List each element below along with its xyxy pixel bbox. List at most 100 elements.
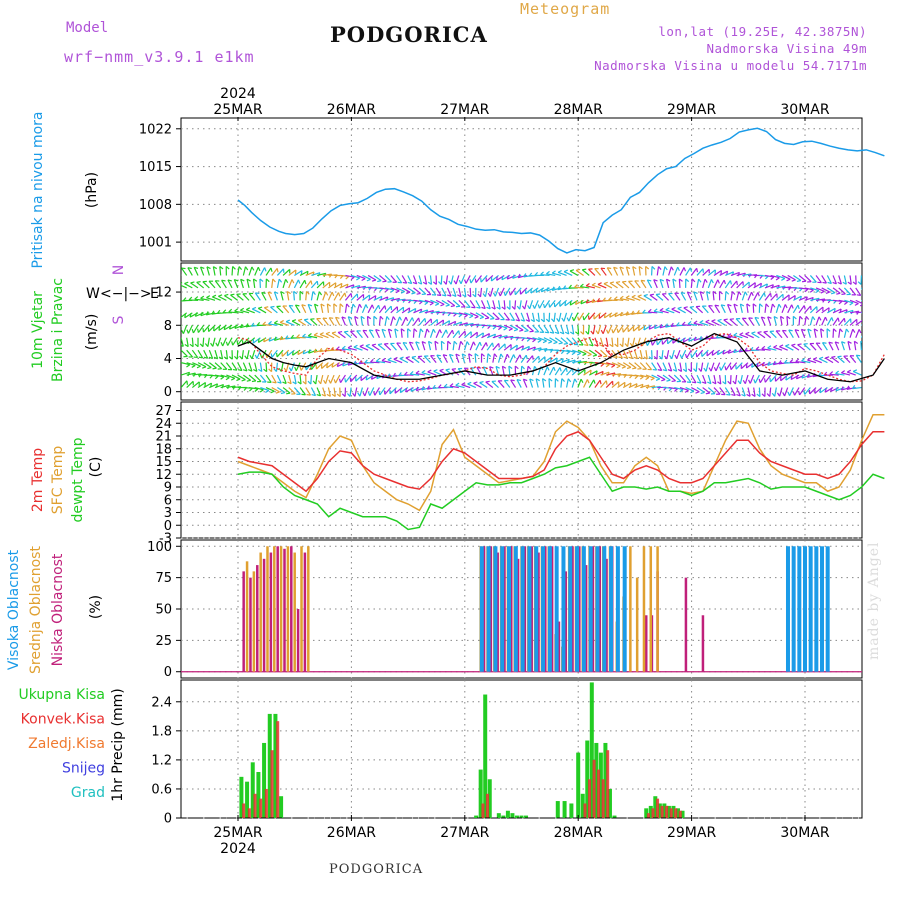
wind-barb <box>594 268 602 276</box>
wind-barb-feather <box>451 330 455 335</box>
wind-barb <box>795 360 805 364</box>
wind-barb-feather <box>566 317 570 322</box>
wind-barb <box>733 334 743 339</box>
wind-barb-feather <box>350 276 355 281</box>
wind-barb-feather <box>358 303 363 308</box>
wind-barb <box>786 316 789 326</box>
wind-barb <box>228 311 238 314</box>
wind-barb-feather <box>378 343 383 346</box>
cloud_high-bar <box>808 546 813 672</box>
wind-barb <box>412 328 415 338</box>
wind-barb-feather <box>344 292 347 297</box>
wind-barb <box>360 374 369 382</box>
cloud-low-ylabel: Niska Oblacnost <box>50 553 66 666</box>
wind-barb <box>424 310 434 314</box>
wind-barb-feather <box>270 267 273 272</box>
wind-barb <box>690 267 698 276</box>
wind-barb-feather <box>449 353 454 357</box>
wind-barb-feather <box>416 292 421 295</box>
wind-barb-feather <box>713 366 717 372</box>
wind-barb-feather <box>240 278 245 282</box>
wind-barb <box>554 325 560 334</box>
wind-barb-feather <box>321 393 326 397</box>
wind-barb-feather <box>596 297 601 302</box>
wind-barb <box>767 316 772 326</box>
wind-barb-feather <box>350 293 353 298</box>
wind-barb-feather <box>316 281 319 286</box>
wind-barb <box>274 337 284 341</box>
wind-barb-feather <box>467 293 472 298</box>
wind-barb <box>383 343 392 351</box>
wind-barb <box>632 266 636 276</box>
wind-barb <box>674 292 681 301</box>
wind-barb <box>186 380 194 388</box>
wind-barb <box>730 271 740 277</box>
wind-barb <box>659 324 669 329</box>
wind-barb-feather <box>619 343 624 348</box>
wind-barb <box>336 348 346 351</box>
wind-barb <box>354 387 358 397</box>
wind-barb <box>265 386 275 392</box>
wind-barb <box>606 372 616 376</box>
wind-barb-feather <box>406 291 411 295</box>
wind-barb <box>673 362 678 372</box>
wind-barb <box>402 342 409 351</box>
wind-barb-feather <box>492 326 497 330</box>
precip_conv-bar <box>660 805 664 818</box>
wind-barb-feather <box>441 294 447 297</box>
wind-barb-feather <box>559 367 562 372</box>
wind-barb-feather <box>546 287 549 292</box>
wind-barb <box>779 346 788 351</box>
wind-barb <box>248 292 256 301</box>
wind-barb <box>526 346 536 351</box>
wind-barb <box>262 324 272 326</box>
wind-barb-feather <box>510 379 515 382</box>
wind-barb-feather <box>791 279 796 282</box>
wind-barb <box>515 324 524 331</box>
wind-barb-feather <box>206 295 211 299</box>
wind-barb-feather <box>733 303 738 307</box>
wind-barb-feather <box>822 281 827 284</box>
wind-barb <box>417 356 426 364</box>
wind-barb-feather <box>508 328 513 332</box>
wind-barb <box>379 287 389 290</box>
wind-barb <box>843 287 851 295</box>
wind-barb <box>186 372 196 376</box>
cloud_low-bar <box>523 546 527 672</box>
wind-barb <box>640 384 650 389</box>
wind-barb <box>757 332 766 339</box>
wind-barb-feather <box>747 379 751 384</box>
wind-barb <box>234 310 244 314</box>
wind-barb-feather <box>754 316 760 319</box>
precip_conv-bar <box>592 759 596 818</box>
wind-barb-feather <box>542 303 546 309</box>
wind-barb <box>367 295 377 301</box>
wind-barb <box>849 318 858 326</box>
wind-barb-feather <box>724 366 727 371</box>
wind-barb <box>247 337 256 345</box>
wind-barb <box>226 374 235 379</box>
cloud_mid-bar <box>286 546 290 672</box>
wind-barb <box>736 281 744 289</box>
clouds-ytick-label: 100 <box>147 540 172 555</box>
wind-barb-feather <box>395 290 400 294</box>
wind-barb <box>841 386 851 391</box>
wind-barb <box>609 282 618 289</box>
wind_speed_model-line <box>237 332 885 383</box>
wind-barb <box>203 382 212 389</box>
wind-barb-feather <box>693 320 698 324</box>
wind-barb <box>181 337 184 347</box>
wind-barb-feather <box>225 377 230 381</box>
wind-barb <box>764 284 774 289</box>
wind-barb-feather <box>720 270 723 275</box>
wind-barb <box>399 357 409 364</box>
wind-barb <box>620 312 630 317</box>
wind-barb <box>537 324 545 333</box>
wind-barb <box>645 374 655 379</box>
cloud_high-bar <box>797 546 802 672</box>
wind-barb <box>362 329 369 339</box>
wind-barb-feather <box>366 278 371 282</box>
wind-barb <box>794 329 800 338</box>
wind-barb <box>214 374 224 378</box>
wind-barb <box>696 374 702 384</box>
